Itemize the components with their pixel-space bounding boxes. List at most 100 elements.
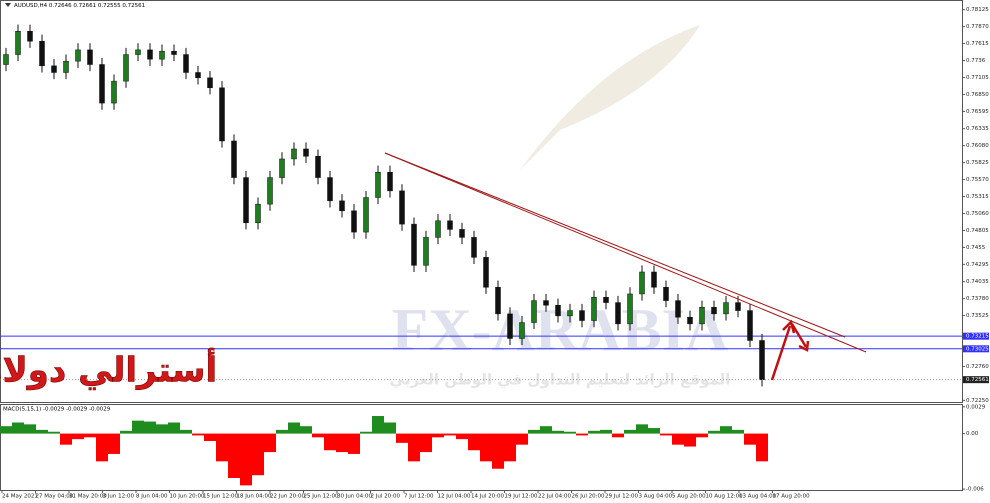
- candle-body: [435, 220, 441, 238]
- price-line-tag: [963, 332, 989, 340]
- x-tick-label: 3 Aug 04:00: [639, 494, 673, 500]
- y-tick-label: 0.76335: [966, 126, 989, 132]
- arrow-head: [798, 340, 810, 352]
- current-price-label: 0.72561: [966, 377, 989, 383]
- macd-bar: [156, 424, 168, 434]
- x-tick-label: 31 May 20:00: [69, 494, 107, 500]
- candle-body: [675, 300, 681, 318]
- price-line-label: 0.73215: [966, 334, 989, 340]
- macd-pane: [0, 404, 963, 491]
- x-tick-label: 15 Jun 12:00: [203, 494, 238, 500]
- candle-body: [687, 316, 693, 325]
- candle-body: [315, 156, 321, 178]
- candle-body: [147, 49, 153, 60]
- y-tick-label: 0.72250: [966, 398, 989, 404]
- candle-body: [747, 310, 753, 341]
- candle-body: [399, 190, 405, 225]
- x-tick-label: 17 Aug 20:00: [773, 494, 811, 500]
- trend-line: [384, 152, 867, 353]
- macd-bar: [228, 433, 240, 478]
- candle-body: [663, 287, 669, 301]
- price-line-tag: [963, 345, 989, 353]
- menu-icon[interactable]: [5, 3, 11, 7]
- macd-bar: [0, 426, 12, 434]
- y-tick-label: 0.77870: [966, 24, 989, 30]
- candle-body: [171, 50, 177, 55]
- y-tick-label: 0.76080: [966, 143, 989, 149]
- candle-body: [267, 177, 273, 205]
- x-tick-label: 12 Jul 04:00: [438, 494, 471, 500]
- macd-bar: [732, 429, 744, 434]
- macd-bar: [288, 422, 300, 434]
- macd-bar: [324, 433, 336, 451]
- macd-bar: [60, 433, 72, 445]
- y-tick-label: -0.006: [966, 487, 984, 493]
- candle-body: [3, 54, 9, 65]
- macd-bar: [600, 429, 612, 434]
- macd-bar: [672, 433, 684, 445]
- macd-bar: [396, 433, 408, 443]
- macd-bar: [96, 433, 108, 462]
- macd-bar: [504, 433, 516, 462]
- macd-bar: [468, 433, 480, 451]
- candle-body: [519, 322, 525, 339]
- macd-bar: [264, 433, 276, 453]
- macd-bar: [516, 433, 528, 445]
- candle-body: [87, 49, 93, 65]
- y-tick-label: 0.7736: [966, 58, 986, 64]
- candle-body: [219, 87, 225, 142]
- candle-body: [291, 148, 297, 160]
- y-tick-label: 0.76595: [966, 109, 989, 115]
- y-tick-label: 0.7455: [966, 245, 986, 251]
- macd-bar: [120, 430, 132, 434]
- macd-bar: [528, 429, 540, 434]
- candle-body: [759, 340, 765, 380]
- candle-body: [375, 171, 381, 198]
- y-tick-label: 0.74035: [966, 279, 989, 285]
- candle-body: [207, 77, 213, 89]
- macd-bar: [480, 433, 492, 462]
- x-tick-label: 7 Jul 12:00: [404, 494, 434, 500]
- y-tick-label: 0.78125: [966, 7, 989, 13]
- price-line-label: 0.73025: [966, 346, 989, 352]
- x-tick-label: 18 Jun 04:00: [237, 494, 272, 500]
- plot-layer: 0.78125 0.77870 0.77615 0.7736 0.77105 0.7685…: [0, 7, 989, 500]
- x-tick-label: 10 Aug 12:00: [706, 494, 744, 500]
- arrow-head: [782, 319, 796, 334]
- y-tick-label: 0.76850: [966, 92, 989, 98]
- macd-bar: [576, 433, 588, 436]
- macd-bar: [144, 421, 156, 434]
- y-tick-label: 0.0029: [966, 404, 986, 410]
- candle-body: [471, 237, 477, 258]
- candle-body: [15, 31, 21, 55]
- y-tick-label: 0.74295: [966, 262, 989, 268]
- candle-body: [423, 237, 429, 266]
- candle-body: [111, 80, 117, 104]
- candle-body: [27, 31, 33, 42]
- y-tick-label: 0.73780: [966, 296, 989, 302]
- macd-bar: [636, 424, 648, 434]
- y-tick-label: 0.75060: [966, 211, 989, 217]
- y-tick-label: 0.77105: [966, 75, 989, 81]
- current-price-tag: [963, 376, 989, 384]
- candle-body: [531, 300, 537, 323]
- arrow-up: [770, 325, 792, 381]
- candle-body: [651, 271, 657, 288]
- candle-body: [195, 72, 201, 79]
- macd-bar: [552, 430, 564, 434]
- candle-body: [279, 158, 285, 178]
- macd-bar: [132, 420, 144, 434]
- candle-body: [63, 60, 69, 73]
- y-tick-label: 0.77615: [966, 41, 989, 47]
- macd-bar: [612, 433, 624, 438]
- macd-bar: [168, 422, 180, 434]
- macd-bar: [720, 426, 732, 434]
- x-tick-label: 14 Jul 20:00: [471, 494, 504, 500]
- y-tick-label: 0.74805: [966, 228, 989, 234]
- candle-body: [639, 271, 645, 295]
- candle-body: [735, 302, 741, 311]
- x-tick-label: 24 May 2021: [2, 494, 38, 500]
- candle-body: [459, 229, 465, 238]
- macd-bar: [660, 433, 672, 436]
